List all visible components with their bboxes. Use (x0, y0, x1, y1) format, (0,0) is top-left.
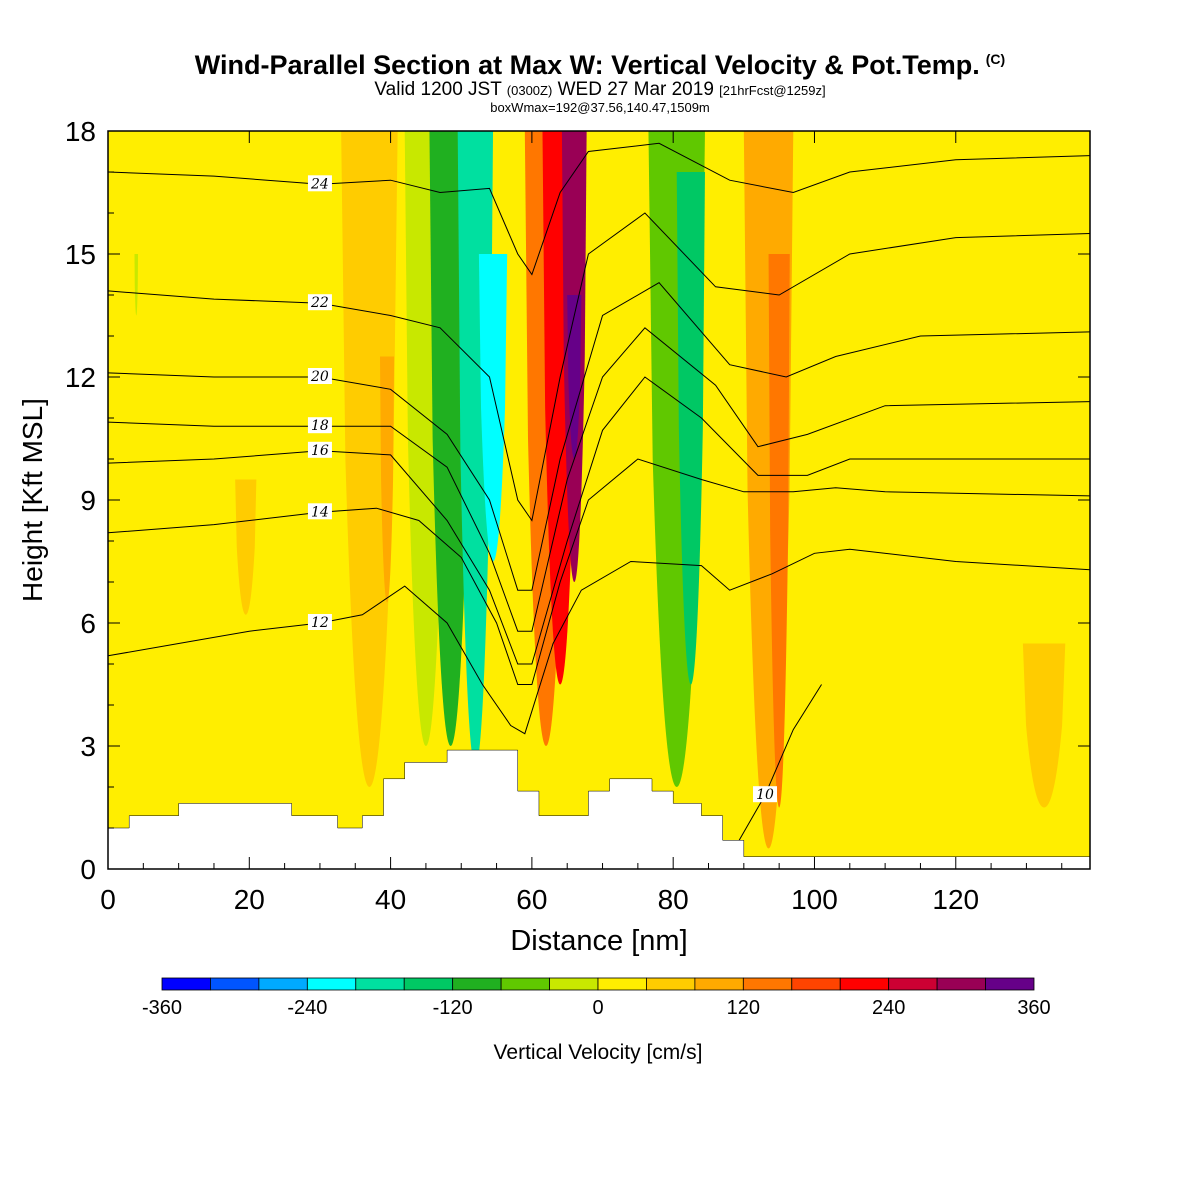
colorbar-swatch (597, 977, 647, 991)
theta-contour-line (108, 212, 1090, 522)
theta-contour-line (108, 282, 1090, 591)
velocity-band (478, 254, 508, 562)
colorbar-swatch (355, 977, 405, 991)
x-tick-label: 0 (100, 884, 116, 915)
colorbar-tick-label: 120 (727, 997, 760, 1019)
velocity-band (567, 295, 582, 459)
colorbar-tick-label: 360 (1017, 997, 1050, 1019)
velocity-band (379, 356, 395, 603)
colorbar-swatch (646, 977, 696, 991)
colorbar-swatch (306, 977, 357, 991)
theta-contour-label: 18 (311, 418, 329, 434)
colorbar-tick-label: -360 (142, 997, 182, 1019)
x-tick-label: 80 (658, 884, 689, 915)
x-tick-label: 100 (791, 884, 838, 915)
y-tick-label: 9 (80, 485, 96, 516)
theta-contour-line (729, 684, 822, 857)
velocity-band (768, 254, 790, 808)
chart-title: Wind-Parallel Section at Max W: Vertical… (0, 44, 1200, 80)
theta-contour-label-bg (753, 786, 778, 803)
colorbar-swatch (403, 977, 454, 991)
y-axis-label: Height [Kft MSL] (17, 398, 48, 602)
y-tick-label: 6 (80, 608, 96, 639)
theta-contour-label-bg (307, 503, 332, 520)
colorbar-swatch (258, 977, 308, 991)
plot-area: 10 12 14 16 18 20 22 24 (108, 131, 1090, 869)
theta-contour-label: 14 (311, 504, 329, 520)
theta-contour-line (108, 327, 1090, 632)
y-tick-label: 15 (65, 239, 96, 270)
theta-contour-label-bg (307, 175, 332, 192)
velocity-background (108, 131, 1090, 869)
theta-contour-label-bg (307, 441, 332, 458)
colorbar-tick-label: 0 (592, 997, 603, 1019)
theta-contour-label: 20 (310, 369, 329, 385)
theta-contour-label-bg (307, 417, 332, 434)
theta-contour-label: 22 (310, 295, 329, 311)
theta-contour-label: 12 (311, 615, 329, 631)
theta-contour-line (108, 458, 1090, 685)
colorbar-swatch (985, 977, 1035, 991)
velocity-band (676, 172, 705, 685)
colorbar-swatch (791, 977, 841, 991)
colorbar-label: Vertical Velocity [cm/s] (494, 1041, 703, 1064)
colorbar-swatch (500, 977, 550, 991)
chart-title-text: Wind-Parallel Section at Max W: Vertical… (194, 50, 980, 80)
colorbar-swatch (742, 977, 793, 991)
x-tick-label: 60 (516, 884, 547, 915)
valid-date: WED 27 Mar 2019 (557, 79, 714, 100)
theta-contour-line (108, 142, 1090, 276)
velocity-band (134, 254, 139, 316)
y-tick-label: 12 (65, 362, 96, 393)
colorbar-swatch (161, 977, 211, 991)
colorbar-tick-label: 240 (872, 997, 905, 1019)
colorbar-tick-label: -120 (433, 997, 473, 1019)
colorbar-tick-label: -240 (287, 997, 327, 1019)
x-tick-label: 120 (932, 884, 979, 915)
velocity-band (341, 131, 398, 787)
theta-contour-label: 24 (310, 176, 329, 192)
theta-contour-label: 16 (311, 443, 329, 459)
colorbar-swatch (210, 977, 260, 991)
colorbar-swatch (888, 977, 938, 991)
colorbar-swatch (452, 977, 502, 991)
y-tick-label: 3 (80, 731, 96, 762)
x-axis-label: Distance [nm] (510, 925, 687, 957)
colorbar-swatch (936, 977, 986, 991)
x-tick-label: 40 (375, 884, 406, 915)
velocity-band (235, 479, 257, 615)
theta-contour-label: 10 (756, 787, 774, 803)
chart-title-mark: (C) (985, 51, 1006, 67)
theta-contour-line (108, 376, 1090, 665)
forecast-info: [21hrFcst@1259z] (719, 83, 826, 98)
velocity-band (1022, 643, 1066, 808)
y-tick-label: 18 (65, 116, 96, 147)
chart-title-block: Wind-Parallel Section at Max W: Vertical… (0, 44, 1200, 115)
colorbar-swatch (694, 977, 744, 991)
axes: 0 20 40 60 80 100 120 0 3 6 9 12 15 18 Distance [nm] He… (17, 116, 1090, 957)
chart-subtitle: Valid 1200 JST (0300Z) WED 27 Mar 2019 [… (0, 80, 1200, 101)
colorbar-swatch (839, 977, 890, 991)
theta-contour-label-bg (307, 294, 332, 311)
valid-prefix: Valid 1200 JST (374, 79, 502, 100)
x-tick-label: 20 (234, 884, 265, 915)
colorbar: -360 -240 -120 0 120 240 360 Vertical Velocity … (142, 977, 1051, 1064)
colorbar-swatch (549, 977, 599, 991)
theta-contour-label-bg (307, 368, 332, 384)
terrain-mask (108, 749, 1090, 869)
box-info: boxWmax=192@37.56,140.47,1509m (490, 100, 710, 115)
y-tick-label: 0 (80, 854, 96, 885)
theta-contour-label-bg (307, 614, 332, 630)
valid-utc: (0300Z) (506, 83, 553, 98)
